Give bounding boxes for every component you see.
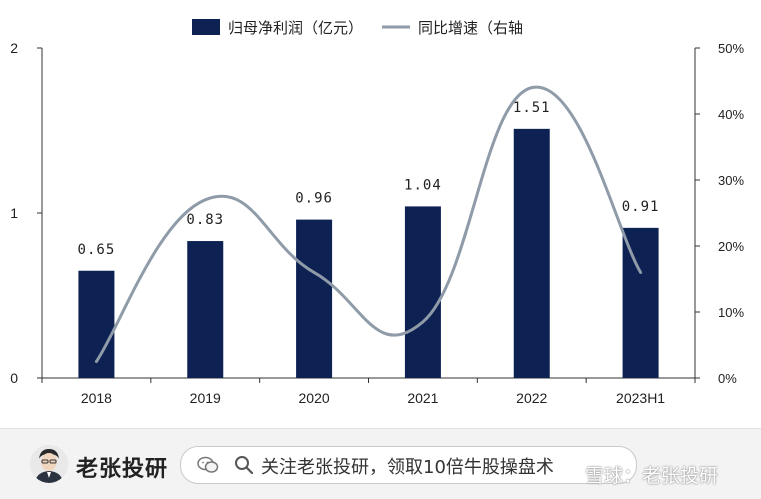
y-right-tick-label: 10% <box>718 305 744 320</box>
search-icon <box>234 455 254 475</box>
x-tick-label: 2019 <box>190 390 221 406</box>
legend-label-line: 同比增速（右轴 <box>418 19 523 37</box>
bar-2019 <box>187 241 223 378</box>
promo-text: 关注老张投研，领取10倍牛股操盘术 <box>261 453 554 479</box>
legend-swatch-bar <box>192 19 220 35</box>
avatar[interactable] <box>30 445 68 483</box>
bar-data-label: 1.04 <box>404 177 442 193</box>
y-right-tick-label: 40% <box>718 107 744 122</box>
x-tick-label: 2018 <box>81 390 112 406</box>
bar-data-label: 0.91 <box>622 199 660 215</box>
y-left-tick-label: 0 <box>10 370 18 386</box>
bar-2023H1 <box>623 228 659 378</box>
bar-2022 <box>514 129 550 378</box>
watermark-text: 雪球：老张投研 <box>585 461 718 488</box>
bar-2021 <box>405 206 441 378</box>
footer-bar: 老张投研 关注老张投研，领取10倍牛股操盘术 雪球：老张投研 <box>0 428 761 499</box>
y-right-tick-label: 20% <box>718 239 744 254</box>
x-tick-label: 2022 <box>516 390 547 406</box>
brand-name: 老张投研 <box>76 451 168 483</box>
bar-data-label: 0.65 <box>78 242 116 258</box>
avatar-portrait-icon <box>30 445 68 483</box>
bar-data-label: 1.51 <box>513 100 551 116</box>
bar-data-label: 0.83 <box>186 212 224 228</box>
y-right-tick-label: 30% <box>718 173 744 188</box>
profit-chart: 0120%10%20%30%40%50%0.650.830.961.041.51… <box>0 0 761 428</box>
x-tick-label: 2023H1 <box>616 390 665 406</box>
growth-line <box>96 87 640 361</box>
bar-data-label: 0.96 <box>295 191 333 207</box>
y-left-tick-label: 1 <box>10 205 18 221</box>
bar-2020 <box>296 220 332 378</box>
x-tick-label: 2021 <box>407 390 438 406</box>
y-right-tick-label: 50% <box>718 41 744 56</box>
wechat-icon <box>197 456 219 474</box>
legend-label-bar: 归母净利润（亿元） <box>228 19 363 37</box>
y-left-tick-label: 2 <box>10 40 18 56</box>
promo-search-bar[interactable]: 关注老张投研，领取10倍牛股操盘术 <box>180 446 637 484</box>
x-tick-label: 2020 <box>299 390 330 406</box>
y-right-tick-label: 0% <box>718 371 737 386</box>
